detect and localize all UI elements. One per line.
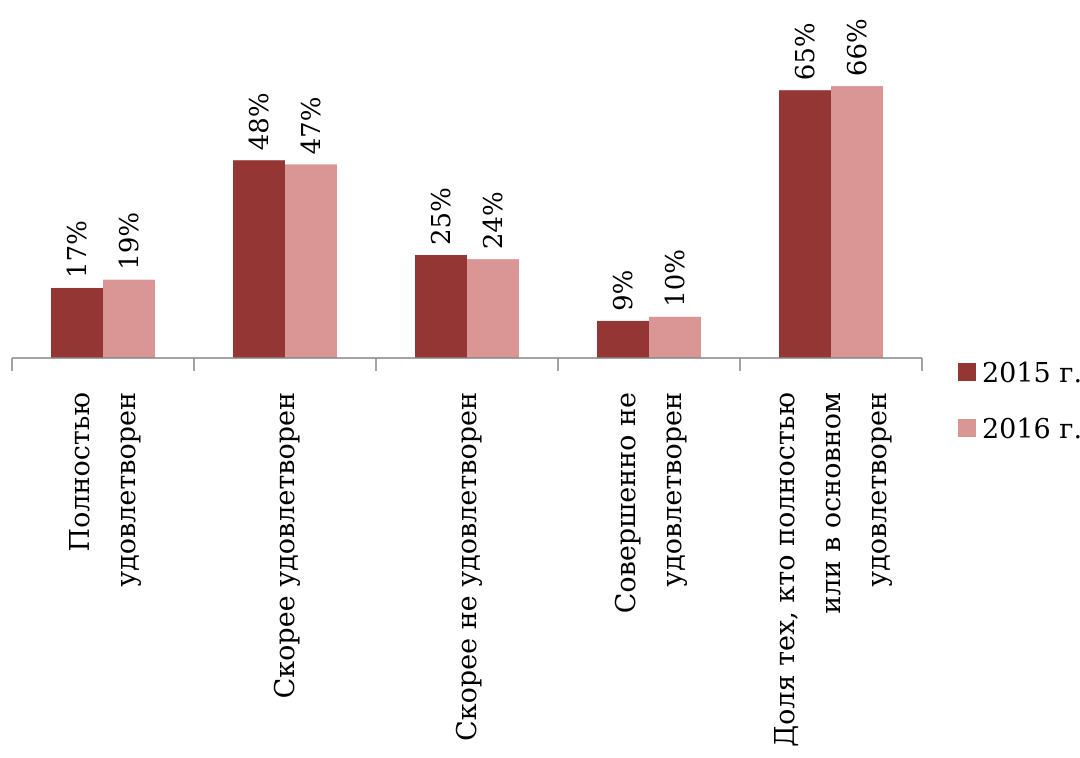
value-label: 48%	[245, 92, 275, 150]
category-label: Скорее удовлетворен	[270, 392, 301, 698]
bar-1-5	[779, 90, 831, 358]
x-axis	[11, 357, 923, 371]
value-label: 65%	[791, 22, 821, 80]
value-label: 17%	[63, 220, 93, 278]
category-label: Скорее не удовлетворен	[452, 392, 483, 741]
bar-2-5	[831, 86, 883, 358]
value-label: 66%	[843, 18, 873, 76]
value-label: 9%	[609, 270, 639, 311]
category-labels-group: Полностью удовлетворен Скорее удовлетворен…	[65, 392, 893, 747]
value-label: 25%	[427, 187, 457, 245]
category-label: Полностью	[65, 392, 96, 551]
value-labels-group: 17% 19% 48% 47% 25% 24% 9% 10% 65% 66%	[63, 18, 873, 311]
category-label: удовлетворен	[657, 392, 688, 587]
category-label: или в основном	[816, 392, 847, 614]
legend-swatch-2	[958, 419, 976, 437]
category-label: Совершенно не	[611, 392, 642, 613]
value-label: 47%	[297, 97, 327, 155]
bar-1-2	[233, 160, 285, 358]
legend-swatch-1	[958, 363, 976, 381]
category-label: удовлетворен	[111, 392, 142, 587]
category-label: Доля тех, кто полностью	[770, 392, 801, 747]
bar-2-2	[285, 164, 337, 358]
bar-2-3	[467, 259, 519, 358]
bar-2-1	[103, 279, 155, 358]
bar-1-3	[415, 255, 467, 358]
bar-1-4	[597, 320, 649, 358]
bar-1-1	[51, 287, 103, 358]
category-label: удовлетворен	[862, 392, 893, 587]
legend: 2015 г. 2016 г.	[958, 358, 1080, 445]
bar-2-4	[649, 316, 701, 358]
value-label: 10%	[661, 249, 691, 307]
value-label: 24%	[479, 191, 509, 249]
legend-label-2: 2016 г.	[982, 414, 1080, 445]
value-label: 19%	[115, 212, 145, 270]
legend-label-1: 2015 г.	[982, 358, 1080, 389]
bars-group	[51, 86, 883, 358]
